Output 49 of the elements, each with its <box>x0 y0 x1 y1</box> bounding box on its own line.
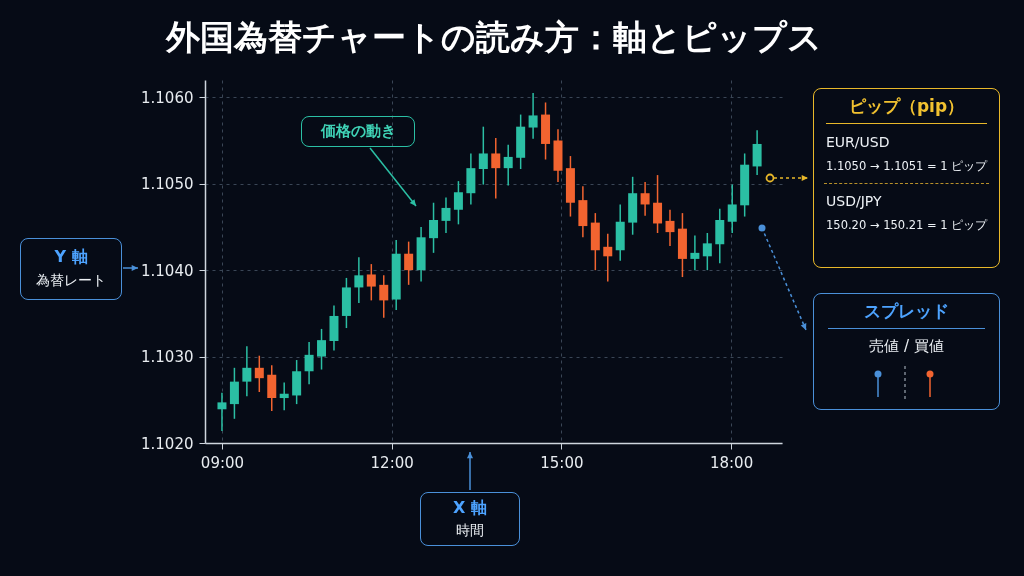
candlestick <box>453 180 463 226</box>
candlestick <box>366 263 376 302</box>
candlestick <box>752 129 762 176</box>
candlestick <box>727 183 737 234</box>
candlestick <box>429 201 439 254</box>
text: EUR/USD <box>826 134 891 150</box>
text: 1.1050 → 1.1051 = 1 ピップ <box>826 159 989 174</box>
y-tick-label: 1.1030 <box>141 348 194 367</box>
candlestick <box>503 144 513 187</box>
x-tick-label: 15:00 <box>540 453 584 472</box>
chart-title: 外国為替チャートの読み方：軸とピップス <box>164 17 822 57</box>
text: 時間 <box>455 522 485 540</box>
candlestick <box>254 354 264 393</box>
text: 為替レート <box>35 272 107 290</box>
candlestick <box>317 328 327 371</box>
y-tick-label: 1.1050 <box>141 175 194 194</box>
candlestick <box>478 125 488 186</box>
candlestick <box>242 345 252 398</box>
candlestick <box>690 234 700 271</box>
text: 150.20 → 150.21 = 1 ピップ <box>826 218 989 233</box>
text: Y 軸 <box>53 247 89 268</box>
candlestick <box>404 240 414 286</box>
candlestick <box>304 341 314 385</box>
candlestick <box>528 92 538 140</box>
candlestick <box>653 174 663 234</box>
text: USD/JPY <box>826 193 883 209</box>
candlestick <box>702 232 712 271</box>
x-tick-label: 18:00 <box>709 453 754 472</box>
candlestick <box>491 137 501 200</box>
text: スプレッド <box>828 300 985 329</box>
text: X 軸 <box>452 498 488 519</box>
y-tick-label: 1.1040 <box>141 261 194 280</box>
candlestick <box>279 381 289 411</box>
candlestick <box>354 256 364 304</box>
candlestick <box>379 274 389 319</box>
candlestick <box>665 208 675 247</box>
text: ピップ（pip） <box>826 95 987 124</box>
y-tick-label: 1.1060 <box>141 88 194 107</box>
candlestick <box>441 196 451 234</box>
candlestick <box>267 364 277 412</box>
candlestick <box>229 367 239 420</box>
annotation: 価格の動き <box>302 117 414 145</box>
text: 売値 / 買値 <box>868 337 945 356</box>
candlestick <box>217 392 227 432</box>
x-tick-label: 09:00 <box>200 453 245 472</box>
candlestick <box>640 181 650 217</box>
x-tick-label: 12:00 <box>370 453 414 472</box>
candlestick <box>603 233 613 283</box>
y-tick-label: 1.1020 <box>141 434 194 453</box>
